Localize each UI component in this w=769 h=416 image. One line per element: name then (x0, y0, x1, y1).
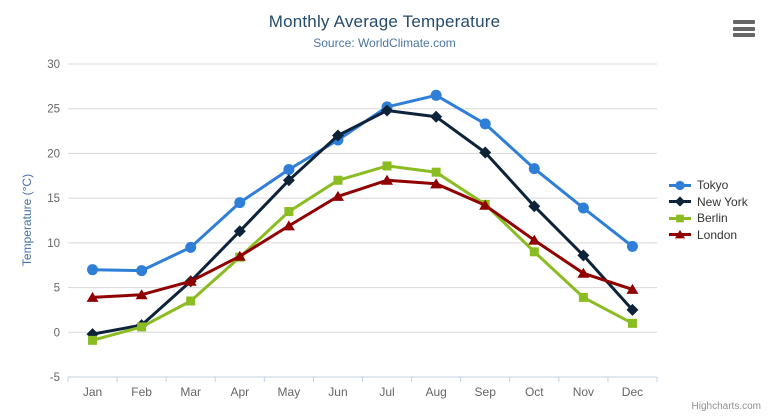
triangle-marker (381, 174, 394, 185)
triangle-marker (331, 190, 344, 201)
yaxis-tick-label: 25 (47, 104, 60, 116)
triangle-marker (184, 275, 197, 286)
triangle-marker (479, 199, 492, 210)
xaxis-category-label: Mar (180, 385, 201, 399)
yaxis-tick-label: 15 (47, 193, 60, 205)
circle-marker (283, 164, 295, 176)
yaxis-tick-label: 0 (54, 327, 60, 339)
yaxis-tick-label: 10 (47, 238, 60, 250)
xaxis-category-label: Jan (83, 385, 102, 399)
square-marker (627, 318, 637, 328)
legend-item-london[interactable]: London (668, 227, 748, 244)
series-berlin[interactable] (88, 161, 637, 345)
square-marker (431, 167, 441, 177)
triangle-marker (430, 178, 443, 189)
triangle-marker (135, 289, 148, 300)
legend-item-new-york[interactable]: New York (668, 194, 748, 211)
legend-symbol-diamond (669, 196, 691, 207)
xaxis-category-label: Oct (525, 385, 544, 399)
hamburger-icon (733, 26, 755, 31)
xaxis-category-label: Nov (573, 385, 594, 399)
xaxis-category-label: Dec (622, 385, 643, 399)
yaxis-tick-label: 5 (54, 283, 60, 295)
chart-title: Monthly Average Temperature (268, 12, 501, 31)
xaxis-category-label: Feb (131, 385, 152, 399)
yaxis-tick-label: 20 (47, 148, 60, 160)
legend-label: Berlin (697, 211, 728, 226)
triangle-marker (282, 220, 295, 231)
triangle-marker (528, 234, 541, 245)
legend-label: London (697, 227, 738, 242)
diamond-marker (282, 174, 295, 187)
legend-item-tokyo[interactable]: Tokyo (668, 177, 748, 194)
diamond-marker (331, 129, 344, 142)
circle-marker (626, 240, 638, 252)
triangle-marker (577, 267, 590, 278)
square-marker (333, 175, 343, 185)
circle-marker (87, 264, 99, 276)
square-marker (137, 322, 147, 332)
legend-symbol-triangle (669, 230, 691, 239)
circle-marker (577, 202, 589, 214)
legend-symbol-circle (669, 180, 691, 190)
diamond-marker (674, 196, 686, 207)
square-marker (186, 296, 196, 306)
square-marker (529, 247, 539, 257)
circle-marker (185, 241, 197, 253)
export-menu-button[interactable] (733, 20, 755, 37)
circle-marker (234, 197, 246, 209)
hamburger-icon (733, 20, 755, 24)
diamond-marker (233, 225, 246, 238)
series-line-berlin (91, 164, 634, 342)
legend-symbol-square (669, 214, 691, 223)
legend-item-berlin[interactable]: Berlin (668, 210, 748, 227)
xaxis-category-label: May (278, 385, 301, 399)
legend: Tokyo New York Berlin London (668, 177, 748, 243)
circle-marker (479, 118, 491, 130)
circle-marker (430, 89, 442, 101)
credits-link[interactable]: Highcharts.com (691, 401, 761, 412)
yaxis-tick-label: -5 (50, 372, 60, 384)
series-line-new-york (91, 109, 634, 336)
circle-marker (136, 265, 148, 277)
diamond-marker (626, 303, 639, 316)
xaxis-category-label: Jul (379, 385, 394, 399)
series-tokyo[interactable] (87, 89, 638, 277)
circle-marker (528, 163, 540, 175)
diamond-marker (479, 146, 492, 159)
yaxis-title: Temperature (°C) (20, 173, 34, 267)
diamond-marker (577, 249, 590, 262)
square-marker (88, 335, 98, 345)
diamond-marker (430, 110, 443, 123)
series-new-york[interactable] (86, 104, 639, 341)
legend-label: Tokyo (697, 178, 729, 193)
square-marker (676, 214, 684, 223)
square-marker (382, 161, 392, 171)
legend-label: New York (697, 194, 748, 209)
xaxis-category-label: Aug (425, 385, 446, 399)
square-marker (284, 207, 294, 217)
circle-marker (675, 180, 685, 190)
triangle-marker (626, 283, 639, 294)
xaxis-category-label: Sep (475, 385, 497, 399)
square-marker (578, 292, 588, 302)
series-line-london (91, 178, 634, 299)
hamburger-icon (733, 33, 755, 37)
triangle-marker (674, 230, 686, 239)
yaxis-tick-label: 30 (47, 59, 60, 71)
series-london[interactable] (86, 174, 639, 302)
diamond-marker (381, 104, 394, 117)
triangle-marker (86, 291, 99, 302)
triangle-marker (233, 250, 246, 261)
diamond-marker (528, 200, 541, 213)
xaxis-category-label: Jun (328, 385, 347, 399)
chart-subtitle: Source: WorldClimate.com (313, 36, 456, 50)
xaxis-category-label: Apr (230, 385, 249, 399)
